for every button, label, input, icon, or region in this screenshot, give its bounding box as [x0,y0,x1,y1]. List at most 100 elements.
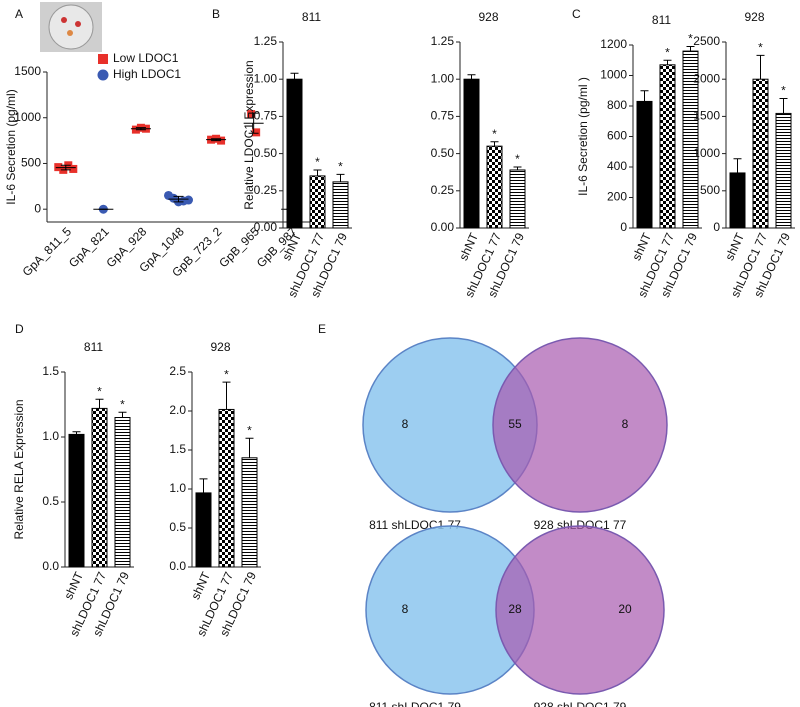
venn-count: 20 [618,602,632,616]
point [184,195,193,205]
error-bar [72,431,81,435]
bar [195,492,212,568]
x-tick-label: shNT [456,230,481,263]
y-tick-label: 1500 [14,64,41,78]
venn-count: 55 [508,417,522,431]
y-tick-label: 800 [607,98,627,112]
significance: * [97,384,102,398]
y-tick-label: 1.5 [169,442,186,456]
y-tick-label: 2.5 [169,364,186,378]
y-tick-label: 500 [700,183,720,197]
y-tick-label: 0.25 [254,183,278,197]
y-axis-label: Relative RELA Expression [12,399,26,539]
bar [332,181,349,229]
error-bar [313,169,322,176]
y-tick-label: 1000 [600,68,627,82]
point [252,128,261,137]
error-bar [135,127,146,131]
y-tick-label: 2.0 [169,403,186,417]
error-bar [686,46,695,52]
error-bar [640,90,649,102]
y-tick-label: 0.25 [431,183,455,197]
bar [241,457,258,568]
significance: * [120,397,125,411]
venn-label: 928 shLDOC1 79 [534,700,627,707]
y-tick-label: 0 [620,220,627,234]
y-tick-label: 500 [21,156,41,170]
point [247,110,256,119]
error-bar [222,381,231,410]
panel-label: D [15,322,24,336]
error-bar [248,112,259,134]
y-tick-label: 1200 [600,37,627,51]
error-bar [467,74,476,80]
chart-title: 811 [652,13,671,27]
significance: * [665,45,670,59]
y-tick-label: 1.25 [431,34,455,48]
panel-label: B [212,7,220,21]
bar [286,78,303,229]
error-bar [733,158,742,173]
error-bar [211,138,222,142]
bar [659,64,676,229]
chart-title: 811 [302,10,321,24]
bar [775,112,792,229]
error-bar [173,195,184,203]
y-tick-label: 1.25 [254,34,278,48]
y-tick-label: 2500 [693,34,720,48]
significance: * [492,127,497,141]
error-bar [663,59,672,65]
legend-label: High LDOC1 [113,67,181,81]
y-axis-label: IL-6 Secretion (pg/ml) [4,89,18,204]
bar [509,169,526,229]
x-tick-label: shNT [61,569,86,602]
x-tick-label: shNT [188,569,213,602]
y-tick-label: 0.5 [169,520,186,534]
bar [114,417,131,568]
bar [486,145,503,229]
x-tick-label: GpA_811_5 [20,224,75,279]
bar [729,172,746,229]
x-tick-label: shNT [629,230,654,263]
chart-title: 928 [210,340,230,354]
error-bar [60,164,71,171]
y-tick-label: 600 [607,129,627,143]
y-tick-label: 0.0 [42,559,59,573]
venn-count: 28 [508,602,522,616]
x-tick-label: GpA_821 [66,224,112,270]
venn-count: 8 [402,417,409,431]
significance: * [315,155,320,169]
chart-title: 928 [478,10,498,24]
error-bar [118,411,127,418]
panel-label: A [15,7,23,21]
y-tick-label: 0 [713,220,720,234]
dish-photo [40,2,102,52]
bar [309,175,326,229]
error-bar [336,173,345,182]
legend-marker [98,54,108,64]
y-tick-label: 0.50 [431,146,455,160]
y-tick-label: 1000 [693,146,720,160]
venn-count: 8 [622,417,629,431]
x-tick-label: shNT [722,230,747,263]
bar [463,78,480,229]
error-bar [513,166,522,170]
y-tick-label: 1500 [693,109,720,123]
significance: * [515,152,520,166]
y-tick-label: 1.0 [169,481,186,495]
y-tick-label: 200 [607,190,627,204]
y-tick-label: 1.00 [431,71,455,85]
y-tick-label: 1000 [14,110,41,124]
error-bar [199,478,208,493]
significance: * [247,423,252,437]
y-tick-label: 0 [34,201,41,215]
y-tick-label: 0.00 [254,220,278,234]
y-tick-label: 400 [607,159,627,173]
panel-label: E [318,322,326,336]
y-tick-label: 0.50 [254,146,278,160]
y-tick-label: 0.00 [431,220,455,234]
y-tick-label: 0.75 [431,109,455,123]
significance: * [338,160,343,174]
error-bar [490,141,499,147]
significance: * [224,367,229,381]
